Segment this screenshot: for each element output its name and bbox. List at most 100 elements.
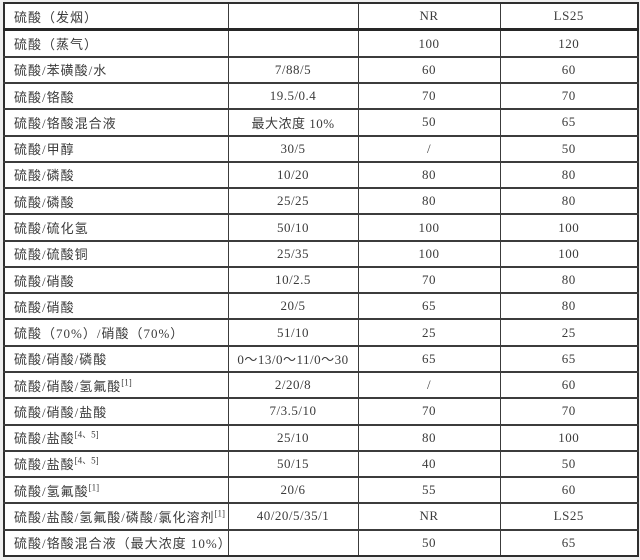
table-row: 硫酸（发烟） NR LS25 xyxy=(3,2,639,32)
chemical-name: 硫酸（蒸气） xyxy=(14,37,99,53)
chemical-name: 硫酸/氢氟酸 xyxy=(14,483,89,499)
table-row: 硫酸/盐酸[4、5] 50/15 40 50 xyxy=(3,449,639,478)
concentration-cell: 50/15 xyxy=(227,449,359,478)
chemical-name-cell: 硫酸（蒸气） xyxy=(3,28,229,58)
chemical-name: 硫酸/苯磺酸/水 xyxy=(14,63,108,79)
footnote-ref: [4、5] xyxy=(74,429,99,440)
table-row: 硫酸/硝酸/磷酸 0～13/0～11/0～30 65 65 xyxy=(3,344,639,373)
table-row: 硫酸/磷酸 10/20 80 80 xyxy=(3,160,639,189)
ls25-value-cell: 80 xyxy=(499,292,639,320)
nr-value-cell: 100 xyxy=(357,239,501,268)
ls25-value-cell: 100 xyxy=(499,423,639,452)
ls25-value-cell: 50 xyxy=(499,449,639,478)
table-row: 硫酸/铬酸混合液（最大浓度 10%） 50 65 xyxy=(3,528,639,557)
chemical-name-cell: 硫酸/甲醇 xyxy=(3,134,229,163)
table-row: 硫酸/磷酸 25/25 80 80 xyxy=(3,187,639,215)
concentration-cell: 25/10 xyxy=(227,423,359,452)
chemical-name: 硫酸/硝酸/氢氟酸 xyxy=(14,378,122,394)
table-row: 硫酸/氢氟酸[1] 20/6 55 60 xyxy=(3,476,639,504)
ls25-value-cell: 60 xyxy=(499,370,639,399)
chemical-name: 硫酸/磷酸 xyxy=(14,194,75,210)
table-row: 硫酸（蒸气） 100 120 xyxy=(3,28,639,58)
chemical-name-cell: 硫酸/铬酸混合液（最大浓度 10%） xyxy=(3,528,229,557)
table-row: 硫酸/硝酸 10/2.5 70 80 xyxy=(3,265,639,294)
concentration-cell: 25/25 xyxy=(227,187,359,215)
concentration-cell: 50/10 xyxy=(227,213,359,242)
concentration-cell: 10/20 xyxy=(227,160,359,189)
ls25-value-cell: 50 xyxy=(499,134,639,163)
chemical-name-cell: 硫酸/氢氟酸[1] xyxy=(3,476,229,504)
nr-value-cell: 25 xyxy=(357,318,501,347)
table-row: 硫酸/铬酸混合液 最大浓度 10% 50 65 xyxy=(3,108,639,137)
nr-value-cell: 65 xyxy=(357,344,501,373)
chemical-name-cell: 硫酸/铬酸 xyxy=(3,82,229,110)
ls25-value-cell: 65 xyxy=(499,528,639,557)
table-row: 硫酸/甲醇 30/5/50 xyxy=(3,134,639,163)
chemical-name: 硫酸/铬酸混合液（最大浓度 10%） xyxy=(14,536,228,552)
ls25-value-cell: 80 xyxy=(499,265,639,294)
footnote-ref: [4、5] xyxy=(74,456,99,467)
ls25-value-cell: 60 xyxy=(499,476,639,504)
nr-value-cell: 65 xyxy=(357,292,501,320)
concentration-cell: 51/10 xyxy=(227,318,359,347)
nr-value-cell: 80 xyxy=(357,160,501,189)
chemical-name-cell: 硫酸/磷酸 xyxy=(3,187,229,215)
ls25-value-cell: 120 xyxy=(499,28,639,58)
concentration-cell: 7/3.5/10 xyxy=(227,397,359,426)
concentration-cell: 20/5 xyxy=(227,292,359,320)
ls25-value-cell: 80 xyxy=(499,187,639,215)
chemical-name: 硫酸/硫化氢 xyxy=(14,221,89,236)
table-row: 硫酸/盐酸[4、5] 25/10 80 100 xyxy=(3,423,639,452)
concentration-cell: 25/35 xyxy=(227,239,359,268)
nr-value-cell: 80 xyxy=(357,187,501,215)
chemical-name: 硫酸/甲醇 xyxy=(14,142,75,158)
nr-value-cell: 55 xyxy=(357,476,501,504)
nr-value-cell: 50 xyxy=(357,528,501,557)
footnote-ref: [1] xyxy=(88,482,100,493)
chemical-name: 硫酸/硝酸/磷酸 xyxy=(14,352,108,368)
chemical-name: 硫酸（70%）/硝酸（70%） xyxy=(14,326,185,342)
nr-value-cell: NR xyxy=(357,502,501,531)
concentration-cell: 最大浓度 10% xyxy=(227,108,359,137)
chemical-name-cell: 硫酸/盐酸/氢氟酸/磷酸/氯化溶剂[1] xyxy=(3,502,229,531)
ls25-value-cell: LS25 xyxy=(499,502,639,531)
chemical-name: 硫酸/硝酸 xyxy=(14,299,75,315)
nr-value-cell: 70 xyxy=(357,82,501,110)
ls25-value-cell: 100 xyxy=(499,239,639,268)
chemical-name-cell: 硫酸/磷酸 xyxy=(3,160,229,189)
chemical-name-cell: 硫酸/盐酸[4、5] xyxy=(3,423,229,452)
concentration-cell: 10/2.5 xyxy=(227,265,359,294)
concentration-cell: 40/20/5/35/1 xyxy=(227,502,359,531)
chemical-name-cell: 硫酸/盐酸[4、5] xyxy=(3,449,229,478)
concentration-cell: 19.5/0.4 xyxy=(227,82,359,110)
chemical-name-cell: 硫酸（发烟） xyxy=(3,2,229,32)
concentration-cell: 20/6 xyxy=(227,476,359,504)
concentration-cell xyxy=(227,28,359,58)
footnote-ref: [1] xyxy=(214,508,225,519)
chemical-name: 硫酸/硝酸/盐酸 xyxy=(14,404,108,420)
table-row: 硫酸/硫化氢 50/10 100 100 xyxy=(3,213,639,242)
ls25-value-cell: 65 xyxy=(499,108,639,137)
nr-value-cell: 70 xyxy=(357,397,501,426)
chemical-name: 硫酸/磷酸 xyxy=(14,168,75,184)
chemical-name-cell: 硫酸/硝酸 xyxy=(3,265,229,294)
table-body: 硫酸（发烟） NR LS25 硫酸（蒸气） 100 120 硫酸/苯磺酸/水 7/88/5 60… xyxy=(3,2,639,557)
chemical-name: 硫酸/铬酸 xyxy=(14,89,75,105)
chemical-name-cell: 硫酸/铬酸混合液 xyxy=(3,108,229,137)
nr-value-cell: 50 xyxy=(357,108,501,137)
concentration-cell xyxy=(227,2,359,32)
table-row: 硫酸（70%）/硝酸（70%） 51/10 25 25 xyxy=(3,318,639,347)
nr-value-cell: 100 xyxy=(357,213,501,242)
footnote-ref: [1] xyxy=(121,377,132,388)
nr-value-cell: NR xyxy=(357,2,501,32)
chemical-name-cell: 硫酸（70%）/硝酸（70%） xyxy=(3,318,229,347)
table-row: 硫酸/苯磺酸/水 7/88/5 60 60 xyxy=(3,55,639,84)
table-row: 硫酸/铬酸 19.5/0.4 70 70 xyxy=(3,82,639,110)
table-row: 硫酸/硝酸/盐酸 7/3.5/10 70 70 xyxy=(3,397,639,426)
chemical-name: 硫酸/硫酸铜 xyxy=(14,247,89,263)
ls25-value-cell: 70 xyxy=(499,82,639,110)
chemical-name-cell: 硫酸/硫化氢 xyxy=(3,213,229,242)
chemical-name-cell: 硫酸/硝酸/盐酸 xyxy=(3,397,229,426)
ls25-value-cell: 25 xyxy=(499,318,639,347)
concentration-cell: 2/20/8 xyxy=(227,370,359,399)
